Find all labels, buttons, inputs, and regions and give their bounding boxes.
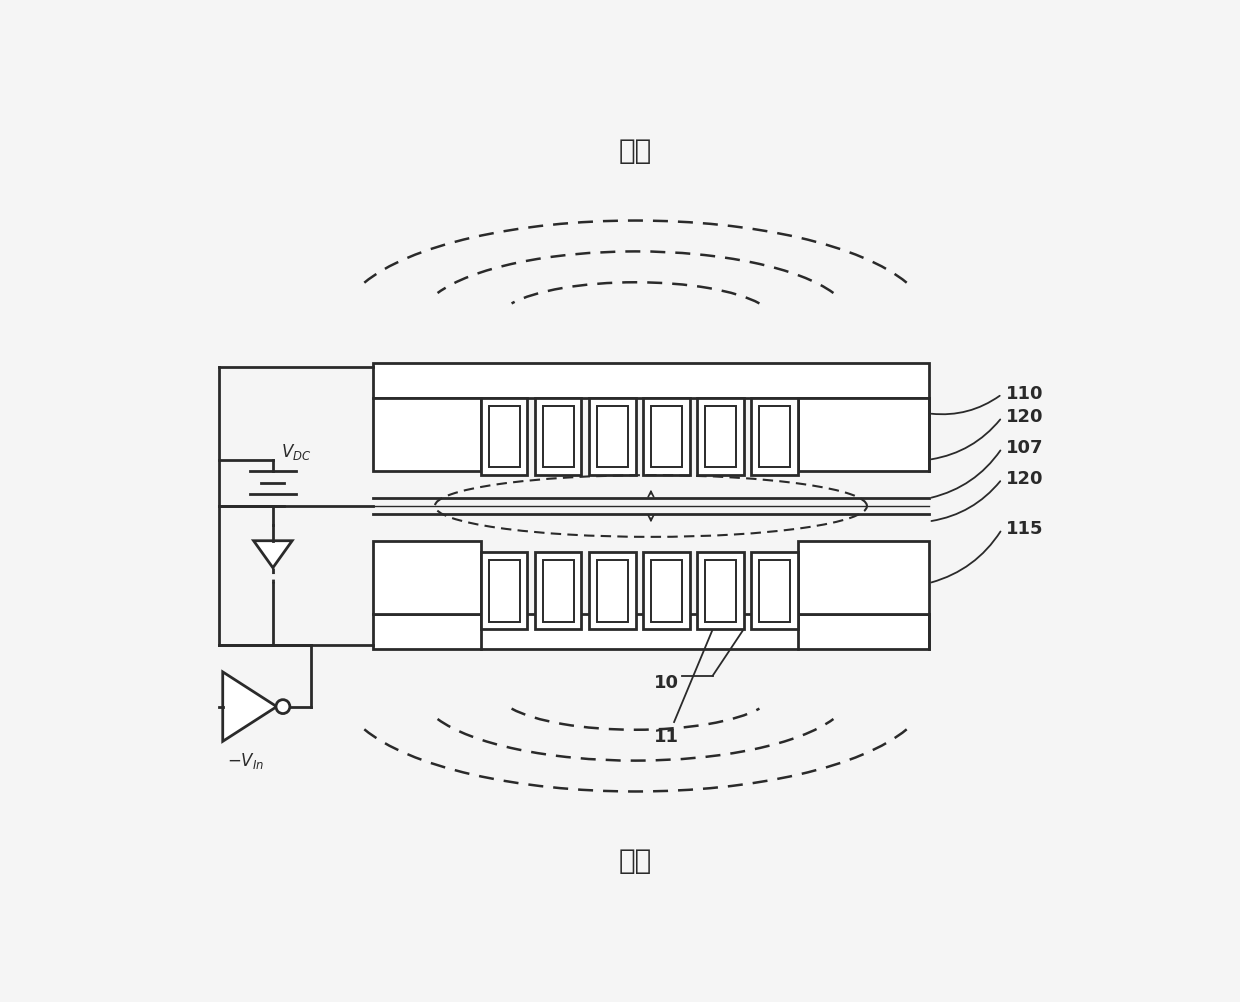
Bar xyxy=(651,560,682,621)
Bar xyxy=(536,552,582,629)
Bar xyxy=(697,398,744,475)
Polygon shape xyxy=(223,672,277,741)
Bar xyxy=(704,560,735,621)
Text: 107: 107 xyxy=(1006,439,1043,457)
Text: $-V_{In}$: $-V_{In}$ xyxy=(227,750,264,771)
Bar xyxy=(751,552,797,629)
Bar xyxy=(759,560,790,621)
Bar xyxy=(481,552,527,629)
Bar xyxy=(644,398,689,475)
Text: 110: 110 xyxy=(1006,385,1043,403)
Text: $V_{DC}$: $V_{DC}$ xyxy=(280,442,311,462)
Text: 声波: 声波 xyxy=(619,847,652,875)
Bar xyxy=(489,406,520,467)
Circle shape xyxy=(277,699,290,713)
Text: 声波: 声波 xyxy=(619,137,652,165)
Bar xyxy=(543,406,574,467)
Text: 115: 115 xyxy=(1006,520,1043,538)
Bar xyxy=(751,398,797,475)
Bar xyxy=(644,552,689,629)
Bar xyxy=(373,364,929,398)
Bar xyxy=(589,552,635,629)
Polygon shape xyxy=(254,541,293,568)
Bar xyxy=(797,541,929,614)
Text: 120: 120 xyxy=(1006,408,1043,426)
Text: 120: 120 xyxy=(1006,470,1043,488)
Bar xyxy=(489,560,520,621)
Bar xyxy=(704,406,735,467)
Bar xyxy=(373,398,481,471)
Bar xyxy=(373,614,929,648)
Bar xyxy=(797,398,929,471)
Bar xyxy=(759,406,790,467)
Bar xyxy=(697,552,744,629)
Bar xyxy=(589,398,635,475)
Bar xyxy=(543,560,574,621)
Bar xyxy=(596,560,627,621)
Bar xyxy=(536,398,582,475)
Bar xyxy=(651,406,682,467)
Text: 11: 11 xyxy=(653,728,678,746)
Bar xyxy=(481,398,527,475)
Text: 10: 10 xyxy=(653,674,678,692)
Bar xyxy=(596,406,627,467)
Bar xyxy=(373,541,481,614)
